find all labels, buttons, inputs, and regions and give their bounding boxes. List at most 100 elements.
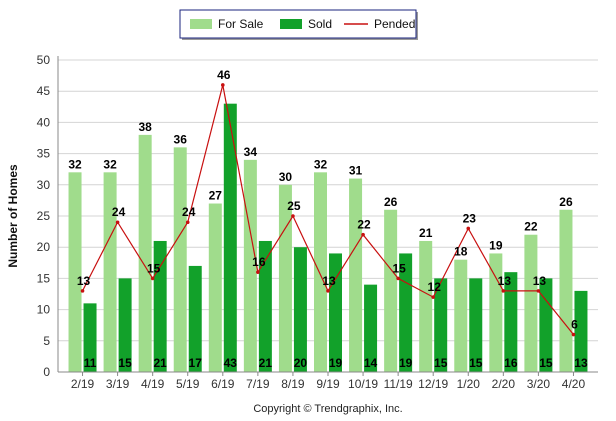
for-sale-bar [384, 209, 398, 372]
for-sale-data-label: 22 [524, 220, 538, 234]
for-sale-data-label: 26 [384, 195, 398, 209]
sold-data-label: 17 [189, 356, 203, 370]
sold-bar [504, 272, 518, 372]
bars [68, 103, 588, 373]
x-tick-label: 4/20 [562, 377, 586, 391]
x-tick-label: 10/19 [348, 377, 378, 391]
x-tick-label: 12/19 [418, 377, 448, 391]
pended-point [396, 276, 400, 281]
for-sale-bar [489, 253, 503, 372]
y-tick-label: 45 [37, 84, 51, 98]
sold-data-label: 15 [434, 356, 448, 370]
x-tick-label: 9/19 [316, 377, 340, 391]
sold-data-label: 15 [469, 356, 483, 370]
sold-data-label: 43 [224, 356, 238, 370]
pended-data-label: 13 [322, 274, 336, 288]
pended-point [361, 232, 365, 237]
for-sale-bar [314, 172, 327, 372]
x-tick-label: 3/19 [106, 377, 130, 391]
for-sale-data-label: 27 [209, 189, 223, 203]
pended-line-group [80, 83, 576, 337]
for-sale-data-label: 19 [489, 238, 503, 252]
pended-data-label: 15 [392, 261, 406, 275]
legend-label-for-sale: For Sale [218, 17, 264, 31]
pended-data-label: 22 [357, 218, 371, 232]
for-sale-data-label: 38 [138, 120, 152, 134]
for-sale-bar [559, 209, 573, 372]
for-sale-data-label: 26 [559, 195, 573, 209]
y-tick-label: 25 [37, 209, 51, 223]
sold-bar [399, 253, 413, 372]
for-sale-bar [138, 134, 152, 372]
sold-bar [153, 240, 167, 372]
for-sale-bar [68, 172, 82, 372]
pended-point [80, 289, 85, 293]
pended-data-label: 15 [147, 261, 161, 275]
y-tick-label: 50 [37, 53, 51, 67]
pended-data-label: 23 [463, 211, 477, 225]
sold-bar [118, 278, 132, 372]
sold-bar [258, 240, 272, 372]
for-sale-data-label: 32 [103, 157, 117, 171]
sold-bar [293, 247, 307, 372]
pended-data-label: 6 [571, 318, 578, 332]
legend: For Sale Sold Pended [179, 9, 418, 40]
pended-point [536, 289, 541, 293]
for-sale-data-label: 34 [244, 145, 258, 159]
y-tick-label: 0 [43, 365, 50, 379]
for-sale-bar [454, 259, 468, 372]
for-sale-data-label: 30 [279, 170, 293, 184]
pended-point [150, 276, 155, 281]
sold-data-label: 19 [399, 356, 413, 370]
sold-data-label: 13 [574, 356, 588, 370]
pended-point [466, 226, 471, 231]
y-tick-label: 35 [37, 147, 51, 161]
x-tick-label: 5/19 [176, 377, 200, 391]
x-tick-label: 1/20 [457, 377, 481, 391]
x-tick-label: 2/20 [492, 377, 516, 391]
sold-bar [434, 278, 448, 372]
y-tick-label: 10 [37, 303, 51, 317]
sold-bar [364, 284, 378, 372]
pended-point [431, 295, 436, 299]
sold-data-label: 21 [153, 356, 167, 370]
data-labels: 32 11 32 15 38 21 36 17 27 43 34 21 30 20 32 19 31 14 26 19… [68, 68, 588, 370]
y-tick-label: 30 [37, 178, 51, 192]
y-axis-label: Number of Homes [6, 164, 20, 268]
for-sale-data-label: 31 [349, 164, 363, 178]
sold-bar [188, 265, 202, 372]
sold-data-label: 20 [294, 356, 308, 370]
pended-data-label: 24 [112, 205, 126, 219]
pended-point [571, 332, 576, 337]
pended-data-label: 46 [217, 68, 231, 82]
legend-label-sold: Sold [308, 17, 332, 31]
for-sale-data-label: 32 [68, 157, 82, 171]
sold-data-label: 11 [84, 356, 97, 370]
copyright-footer: Copyright © Trendgraphix, Inc. [253, 403, 402, 415]
x-tick-label: 4/19 [141, 377, 165, 391]
sold-bar [469, 278, 483, 372]
pended-data-label: 13 [77, 274, 91, 288]
y-tick-label: 15 [37, 271, 51, 285]
for-sale-data-label: 32 [314, 157, 328, 171]
pended-point [256, 270, 260, 274]
pended-data-label: 13 [498, 274, 512, 288]
pended-point [221, 83, 225, 87]
x-tick-label: 3/20 [527, 377, 551, 391]
sold-data-label: 19 [329, 356, 343, 370]
for-sale-bar [524, 234, 538, 372]
legend-swatch-for-sale [190, 19, 212, 29]
pended-data-label: 25 [287, 199, 301, 213]
pended-data-label: 13 [533, 274, 547, 288]
for-sale-bar [419, 240, 433, 372]
for-sale-data-label: 21 [419, 226, 433, 240]
legend-label-pended: Pended [374, 17, 415, 31]
sold-data-label: 15 [539, 356, 553, 370]
pended-point [291, 214, 295, 218]
for-sale-data-label: 18 [454, 245, 468, 259]
x-axis: 2/19 3/19 4/19 5/19 6/19 7/19 8/19 9/19 10/19 11/… [58, 371, 598, 391]
x-tick-label: 2/19 [71, 377, 95, 391]
pended-point [326, 289, 330, 293]
y-axis: 0 5 10 15 20 25 30 35 40 45 50 [37, 53, 59, 379]
sold-bar [83, 303, 97, 372]
